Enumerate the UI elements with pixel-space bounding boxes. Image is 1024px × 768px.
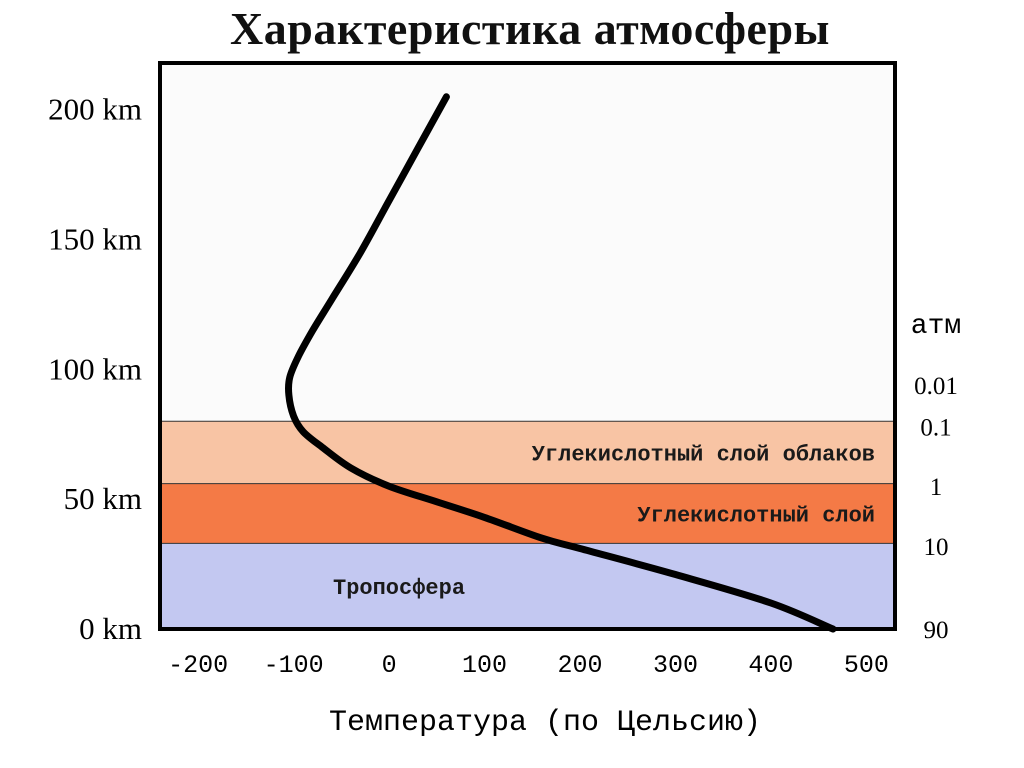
x-tick-label-2: 0 (382, 651, 397, 680)
y-tick-label-2: 100 km (48, 351, 142, 386)
curve-layer (284, 93, 837, 633)
temperature-curve (284, 93, 837, 633)
pressure-tick-label-1: 0.1 (920, 414, 951, 441)
band-label-2: Тропосфера (333, 576, 465, 601)
x-tick-label-7: 500 (844, 651, 889, 680)
pressure-tick-label-4: 90 (924, 617, 949, 644)
y-tick-label-4: 0 km (79, 611, 142, 646)
pressure-unit-label: атм (911, 311, 961, 342)
y-tick-labels: 200 km 150 km 100 km 50 km 0 km (48, 92, 142, 646)
y-tick-label-3: 50 km (64, 481, 142, 516)
band-label-1: Углекислотный слой (637, 503, 875, 528)
bands-layer (160, 63, 895, 629)
x-tick-label-5: 300 (653, 651, 698, 680)
pressure-tick-labels: 0.01 0.1 1 10 90 (914, 373, 958, 644)
pressure-tick-label-3: 10 (924, 534, 949, 561)
plot-frame (158, 61, 897, 631)
x-axis-label: Температура (по Цельсию) (329, 706, 761, 740)
pressure-tick-label-0: 0.01 (914, 373, 958, 400)
x-tick-labels: -200 -100 0 100 200 300 400 500 (168, 651, 889, 680)
frame-layer (158, 61, 897, 631)
pressure-tick-label-2: 1 (930, 474, 943, 501)
y-tick-label-0: 200 km (48, 92, 142, 127)
x-tick-label-0: -200 (168, 651, 228, 680)
x-tick-label-6: 400 (748, 651, 793, 680)
x-tick-label-3: 100 (462, 651, 507, 680)
band-2 (160, 543, 895, 629)
page-title: Характеристика атмосферы (230, 3, 830, 54)
band-0 (160, 421, 895, 484)
x-tick-label-4: 200 (557, 651, 602, 680)
band-label-0: Углекислотный слой облаков (532, 442, 875, 467)
x-tick-label-1: -100 (264, 651, 324, 680)
y-tick-label-1: 150 km (48, 222, 142, 257)
band-labels-layer: Углекислотный слой облаков Углекислотный … (333, 442, 875, 601)
